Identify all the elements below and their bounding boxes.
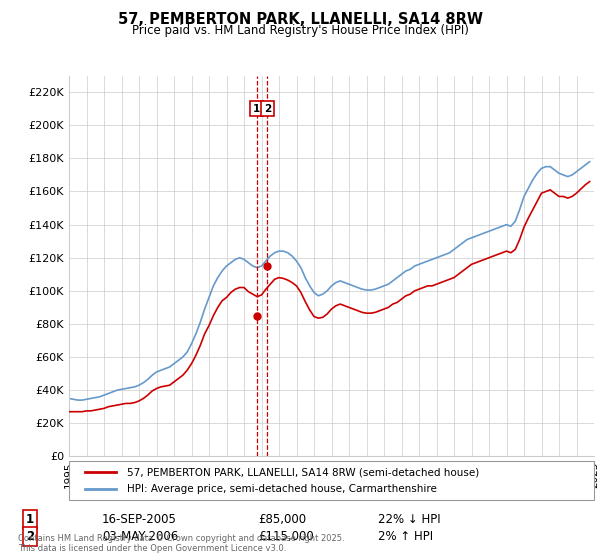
Text: HPI: Average price, semi-detached house, Carmarthenshire: HPI: Average price, semi-detached house,…: [127, 484, 437, 494]
Text: £85,000: £85,000: [258, 513, 306, 526]
Text: 1: 1: [253, 104, 260, 114]
Text: 16-SEP-2005: 16-SEP-2005: [102, 513, 177, 526]
Text: 2% ↑ HPI: 2% ↑ HPI: [378, 530, 433, 543]
Text: 57, PEMBERTON PARK, LLANELLI, SA14 8RW (semi-detached house): 57, PEMBERTON PARK, LLANELLI, SA14 8RW (…: [127, 467, 479, 477]
Text: 2: 2: [263, 104, 271, 114]
Text: £115,000: £115,000: [258, 530, 314, 543]
FancyBboxPatch shape: [69, 461, 594, 500]
Text: 57, PEMBERTON PARK, LLANELLI, SA14 8RW: 57, PEMBERTON PARK, LLANELLI, SA14 8RW: [118, 12, 482, 27]
Text: Contains HM Land Registry data © Crown copyright and database right 2025.
This d: Contains HM Land Registry data © Crown c…: [18, 534, 344, 553]
Text: 2: 2: [26, 530, 34, 543]
Text: 22% ↓ HPI: 22% ↓ HPI: [378, 513, 440, 526]
Text: Price paid vs. HM Land Registry's House Price Index (HPI): Price paid vs. HM Land Registry's House …: [131, 24, 469, 36]
Text: 03-MAY-2006: 03-MAY-2006: [102, 530, 178, 543]
Text: 1: 1: [26, 513, 34, 526]
